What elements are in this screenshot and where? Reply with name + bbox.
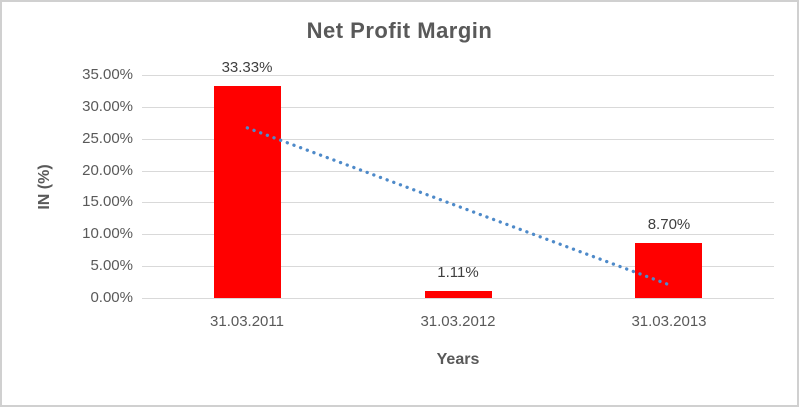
gridline	[142, 75, 774, 76]
bar	[635, 243, 702, 298]
y-tick-label: 15.00%	[82, 193, 133, 210]
bar	[214, 86, 281, 298]
y-tick-label: 20.00%	[82, 162, 133, 179]
y-tick-label: 30.00%	[82, 98, 133, 115]
data-label: 1.11%	[437, 264, 479, 281]
chart-title: Net Profit Margin	[306, 18, 493, 43]
x-tick-label: 31.03.2012	[420, 313, 496, 330]
x-tick-label: 31.03.2013	[631, 313, 707, 330]
data-label: 33.33%	[221, 59, 273, 76]
y-tick-label: 25.00%	[82, 130, 133, 147]
y-tick-label: 5.00%	[90, 257, 133, 274]
x-axis-title: Years	[436, 351, 480, 368]
y-tick-label: 35.00%	[82, 66, 133, 83]
y-tick-label: 0.00%	[90, 289, 133, 306]
y-tick-label: 10.00%	[82, 225, 133, 242]
gridline	[142, 298, 774, 299]
bar	[425, 291, 492, 298]
data-label: 8.70%	[647, 216, 691, 233]
gridline	[142, 107, 774, 108]
x-tick-label: 31.03.2011	[210, 313, 284, 330]
